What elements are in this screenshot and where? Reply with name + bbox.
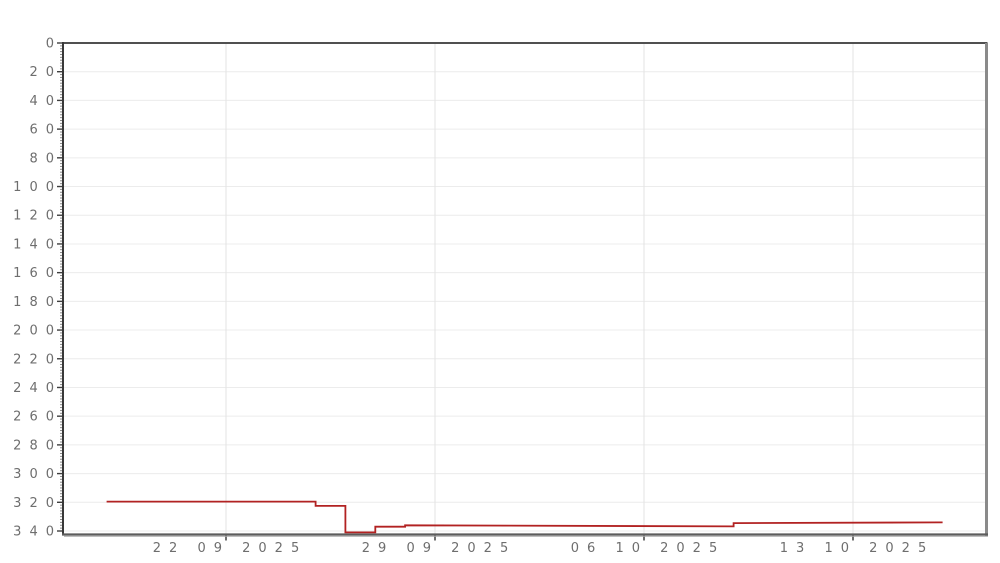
y-tick-label: 80: [29, 151, 62, 166]
y-tick-label: 260: [13, 410, 62, 425]
y-tick-label: 220: [13, 352, 62, 367]
plot-area: [63, 43, 986, 534]
y-tick-label: 280: [13, 438, 62, 453]
y-tick-label: 140: [13, 237, 62, 252]
y-tick-label: 100: [13, 180, 62, 195]
y-tick-label: 180: [13, 295, 62, 310]
y-tick-label: 340: [13, 525, 62, 540]
series-line-position: [106, 500, 943, 534]
x-tick-label: 13 10 2025: [780, 541, 934, 556]
x-tick-label: 29 09 2025: [362, 541, 516, 556]
y-tick-label: 20: [29, 65, 62, 80]
x-tick-label: 06 10 2025: [571, 541, 725, 556]
y-tick-label: 200: [13, 324, 62, 339]
y-tick-label: 120: [13, 209, 62, 224]
y-tick-label: 300: [13, 467, 62, 482]
y-tick-label: 60: [29, 123, 62, 138]
y-tick-label: 40: [29, 94, 62, 109]
y-tick-label: 320: [13, 496, 62, 511]
x-tick-label: 22 09 2025: [153, 541, 307, 556]
y-tick-label: 0: [46, 37, 62, 52]
y-tick-label: 160: [13, 266, 62, 281]
y-tick-label: 240: [13, 381, 62, 396]
